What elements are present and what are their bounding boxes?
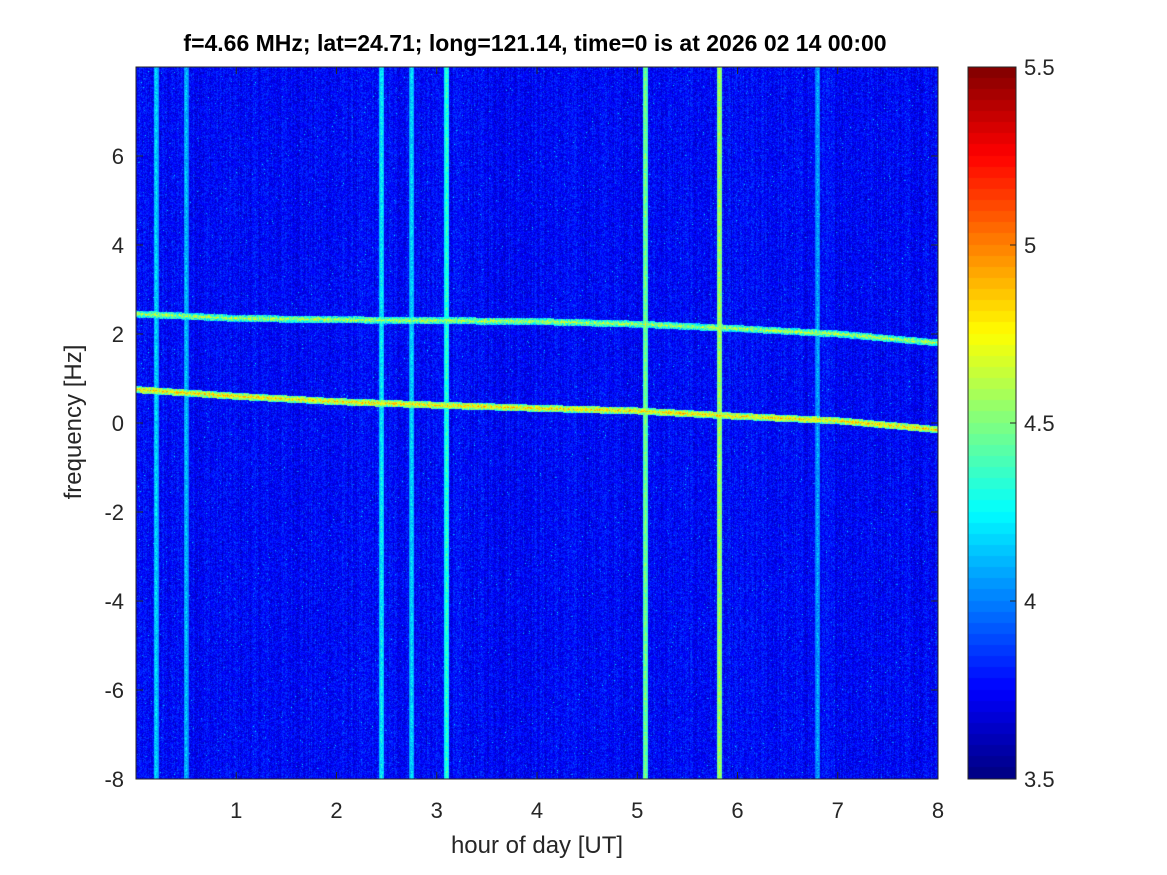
y-tick-label: 2 [112,322,124,347]
x-tick-label: 2 [330,798,342,823]
y-tick-label: 0 [112,411,124,436]
y-tick-label: -6 [104,678,124,703]
x-tick-label: 5 [631,798,643,823]
colorbar-tick-label: 4.5 [1024,411,1055,436]
y-axis-label: frequency [Hz] [60,344,87,500]
y-tick-label: 4 [112,233,124,258]
colorbar-tick-label: 5 [1024,233,1036,258]
x-tick-label: 8 [932,798,944,823]
x-tick-label: 6 [731,798,743,823]
x-tick-label: 3 [431,798,443,823]
y-tick-label: -4 [104,589,124,614]
plot-frame [135,66,939,780]
colorbar-tick-label: 4 [1024,589,1036,614]
y-tick-label: -8 [104,767,124,792]
chart-title: f=4.66 MHz; lat=24.71; long=121.14, time… [183,30,887,56]
y-tick-label: 6 [112,144,124,169]
x-tick-label: 1 [230,798,242,823]
colorbar [968,67,1016,779]
colorbar-tick-label: 3.5 [1024,767,1055,792]
x-tick-label: 7 [832,798,844,823]
colorbar-tick-label: 5.5 [1024,55,1055,80]
spectrogram-heatmap [136,67,938,779]
x-tick-label: 4 [531,798,543,823]
x-axis-label: hour of day [UT] [450,832,624,859]
colorbar-frame [967,66,1017,780]
y-tick-label: -2 [104,500,124,525]
